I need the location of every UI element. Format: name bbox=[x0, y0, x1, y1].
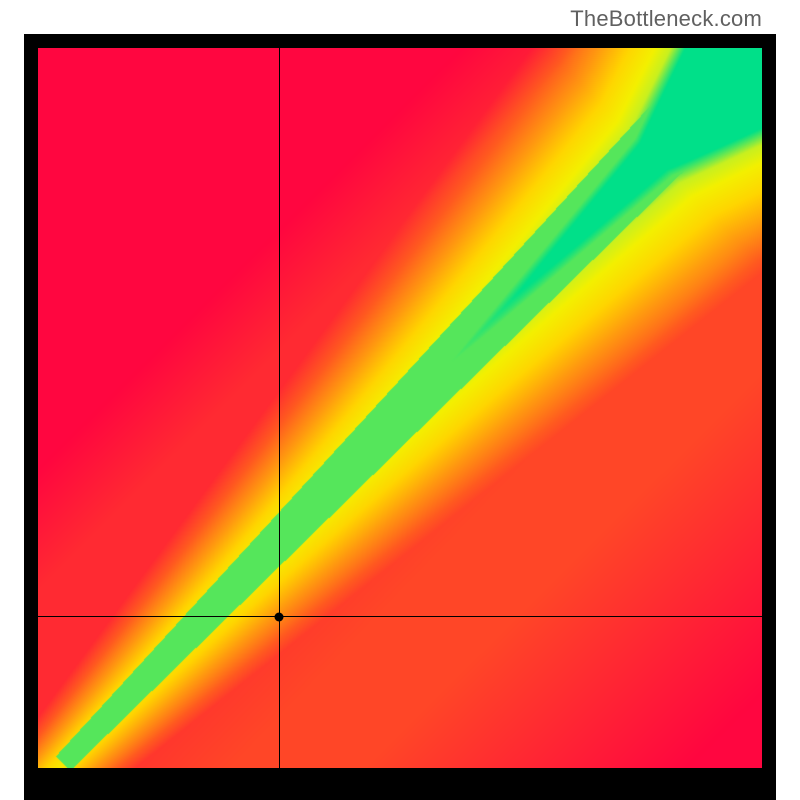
page: TheBottleneck.com bbox=[0, 0, 800, 800]
watermark-text: TheBottleneck.com bbox=[570, 6, 762, 32]
chart-border bbox=[24, 34, 776, 800]
crosshair-horizontal-line bbox=[38, 616, 762, 617]
crosshair-marker-dot bbox=[275, 612, 284, 621]
bottleneck-heatmap bbox=[38, 48, 762, 768]
crosshair-vertical-line bbox=[279, 48, 280, 768]
heatmap-canvas bbox=[38, 48, 762, 768]
